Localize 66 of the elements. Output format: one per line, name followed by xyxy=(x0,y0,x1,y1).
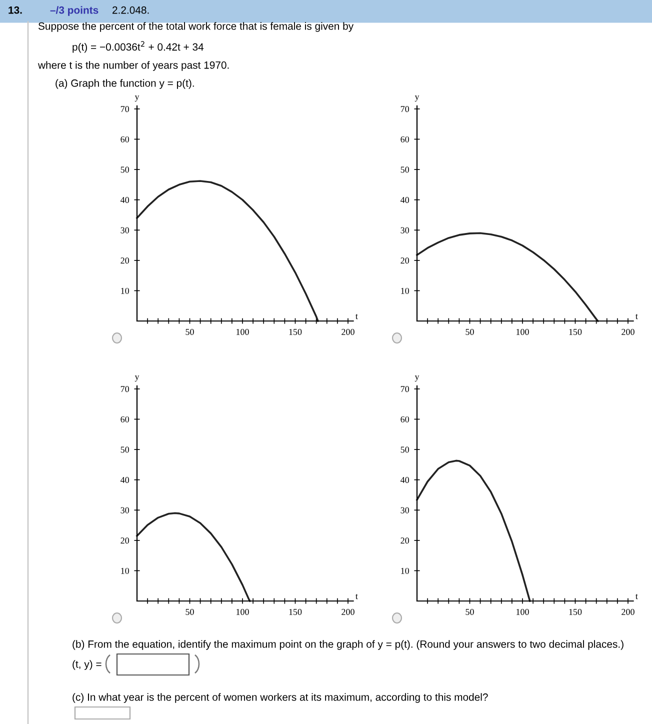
x-tick-label: 50 xyxy=(466,328,474,335)
y-tick-label: 20 xyxy=(400,258,410,264)
x-tick-label: 150 xyxy=(569,328,582,335)
x-tick-label: 200 xyxy=(622,608,634,615)
x-axis-title: t xyxy=(356,594,358,600)
x-tick-label: 200 xyxy=(622,328,634,335)
text: (t, y) = xyxy=(72,660,102,670)
y-tick-label: 20 xyxy=(400,538,410,544)
x-tick-label: 100 xyxy=(516,328,529,335)
y-tick-label: 10 xyxy=(121,568,130,574)
y-tick-label: 40 xyxy=(120,476,130,484)
x-tick-label: 50 xyxy=(186,328,194,335)
y-tick-label: 10 xyxy=(401,288,410,294)
y-tick-label: 10 xyxy=(121,288,130,294)
x-axis-title: t xyxy=(636,594,638,600)
x-tick-label: 50 xyxy=(466,608,474,615)
x-tick-label: 200 xyxy=(342,608,354,615)
y-tick-label: 50 xyxy=(120,446,130,453)
text: 13. xyxy=(8,6,22,14)
y-tick-label: 20 xyxy=(120,258,130,264)
y-axis-title: y xyxy=(414,375,420,382)
y-tick-label: 70 xyxy=(400,106,410,112)
x-tick-label: 100 xyxy=(236,328,249,335)
text: Suppose the percent of the total work force that is female is given by xyxy=(38,22,354,32)
y-tick-label: 70 xyxy=(120,386,130,392)
y-axis-title: y xyxy=(134,95,140,102)
x-tick-label: 200 xyxy=(342,328,354,335)
y-tick-label: 50 xyxy=(120,166,130,173)
y-axis-title: y xyxy=(414,95,420,102)
text: (b) From the equation, identify the maximum point on the graph of y = p(t). (Round your answers to two decimal places.) xyxy=(72,640,624,650)
y-tick-label: 30 xyxy=(120,507,130,514)
y-tick-label: 30 xyxy=(120,227,130,234)
y-tick-label: 40 xyxy=(120,196,130,204)
text: –/3 points xyxy=(50,6,98,16)
x-tick-label: 150 xyxy=(289,328,302,335)
y-tick-label: 40 xyxy=(400,476,410,484)
text: where t is the number of years past 1970. xyxy=(38,61,229,71)
line-series xyxy=(416,460,531,602)
y-axis-title: y xyxy=(134,375,140,382)
y-tick-label: 60 xyxy=(400,416,410,422)
text: (a) Graph the function y = p(t). xyxy=(56,79,194,89)
y-tick-label: 50 xyxy=(400,166,410,173)
x-tick-label: 100 xyxy=(236,608,249,615)
x-axis-title: t xyxy=(356,314,358,320)
text: 2.2.048. xyxy=(112,6,149,14)
y-tick-label: 30 xyxy=(400,507,410,514)
text: (c) In what year is the percent of women workers at its maximum, according to this model? xyxy=(72,693,488,703)
y-tick-label: 70 xyxy=(400,386,410,392)
y-tick-label: 50 xyxy=(400,446,410,453)
x-axis-title: t xyxy=(636,314,638,320)
y-tick-label: 60 xyxy=(120,136,130,142)
y-tick-label: 20 xyxy=(120,538,130,544)
y-tick-label: 10 xyxy=(401,568,410,574)
x-tick-label: 150 xyxy=(289,608,302,615)
x-tick-label: 50 xyxy=(186,608,194,615)
line-series xyxy=(136,512,251,602)
y-tick-label: 40 xyxy=(400,196,410,204)
x-tick-label: 150 xyxy=(569,608,582,615)
y-tick-label: 60 xyxy=(400,136,410,142)
y-tick-label: 70 xyxy=(120,106,130,112)
y-tick-label: 60 xyxy=(120,416,130,422)
line-series xyxy=(416,232,599,322)
line-series xyxy=(136,180,319,322)
y-tick-label: 30 xyxy=(400,227,410,234)
text: p(t) = −0.0036t$^{2}$ + 0.42t + 34 xyxy=(72,41,204,53)
x-tick-label: 100 xyxy=(516,608,529,615)
